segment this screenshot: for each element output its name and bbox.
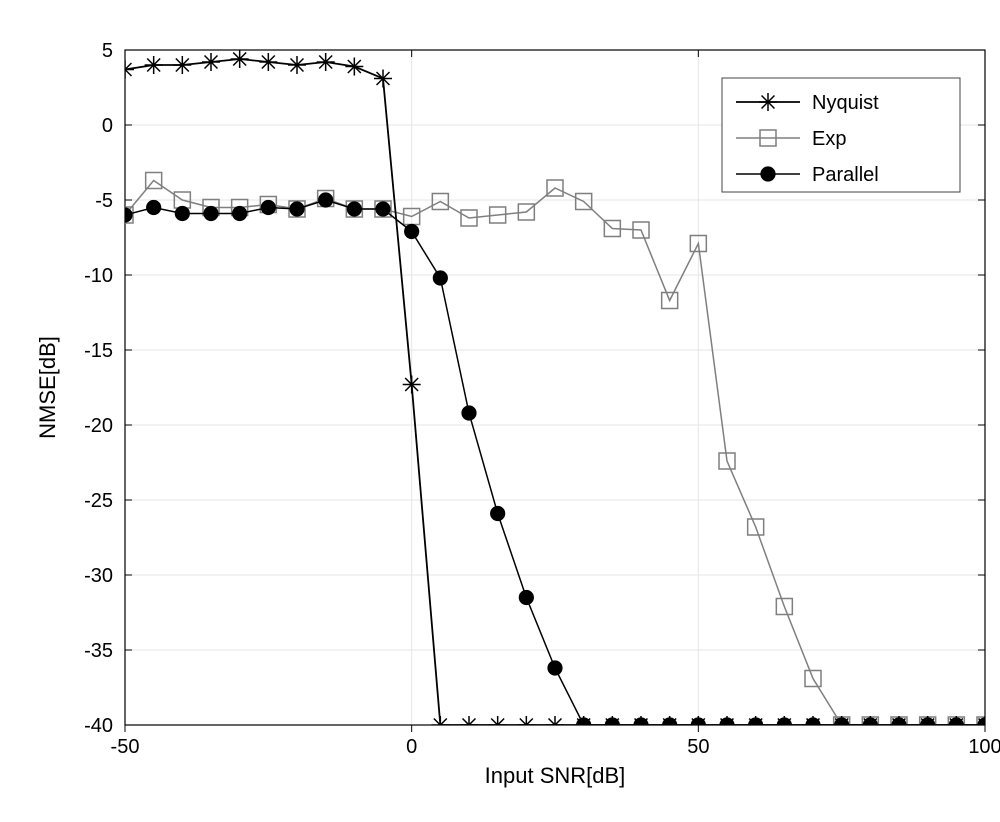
svg-text:NMSE[dB]: NMSE[dB] — [35, 336, 60, 439]
svg-text:-15: -15 — [84, 340, 113, 362]
svg-text:Exp: Exp — [812, 128, 846, 150]
svg-text:-30: -30 — [84, 565, 113, 587]
line-chart: -50050100-40-35-30-25-20-15-10-505Input … — [20, 20, 1000, 802]
svg-text:-10: -10 — [84, 265, 113, 287]
svg-text:-20: -20 — [84, 415, 113, 437]
svg-text:Parallel: Parallel — [812, 164, 879, 186]
svg-text:Nyquist: Nyquist — [812, 92, 879, 114]
svg-text:Input SNR[dB]: Input SNR[dB] — [485, 763, 626, 788]
svg-text:100: 100 — [968, 736, 1000, 758]
svg-text:0: 0 — [102, 115, 113, 137]
svg-text:-50: -50 — [111, 736, 140, 758]
svg-text:50: 50 — [687, 736, 709, 758]
svg-text:0: 0 — [406, 736, 417, 758]
svg-text:-40: -40 — [84, 715, 113, 737]
svg-text:-35: -35 — [84, 640, 113, 662]
svg-text:5: 5 — [102, 40, 113, 62]
svg-text:-5: -5 — [95, 190, 113, 212]
svg-text:-25: -25 — [84, 490, 113, 512]
